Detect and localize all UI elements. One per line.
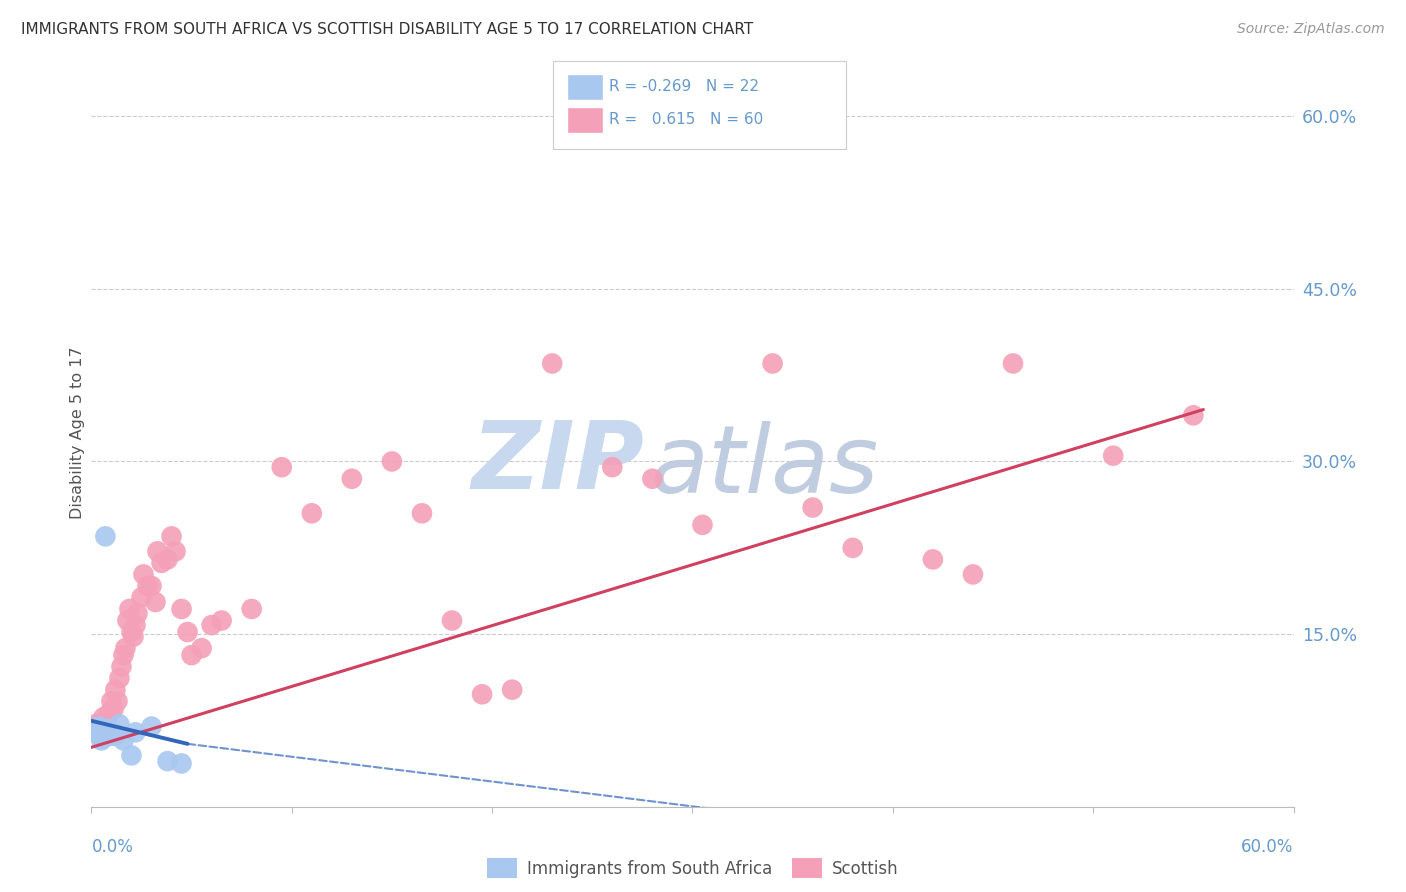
- Point: [94, 529, 117, 543]
- Point: [84, 725, 107, 739]
- Text: ZIP: ZIP: [471, 417, 644, 508]
- Y-axis label: Disability Age 5 to 17: Disability Age 5 to 17: [70, 346, 84, 519]
- Point: [180, 648, 202, 662]
- Point: [146, 544, 169, 558]
- Point: [93, 731, 115, 745]
- Point: [156, 552, 179, 566]
- Point: [211, 614, 233, 628]
- Text: R = -0.269   N = 22: R = -0.269 N = 22: [609, 79, 759, 95]
- Point: [93, 710, 115, 724]
- Point: [104, 729, 127, 743]
- Point: [118, 602, 141, 616]
- Point: [110, 659, 132, 673]
- Point: [145, 595, 167, 609]
- Point: [112, 733, 135, 747]
- Point: [90, 733, 112, 747]
- Point: [86, 722, 108, 736]
- Point: [90, 726, 112, 740]
- Point: [381, 454, 404, 468]
- Text: Source: ZipAtlas.com: Source: ZipAtlas.com: [1237, 22, 1385, 37]
- Point: [90, 717, 112, 731]
- Point: [121, 748, 143, 763]
- Point: [108, 717, 131, 731]
- Point: [471, 687, 494, 701]
- Point: [89, 720, 111, 734]
- Text: R =   0.615   N = 60: R = 0.615 N = 60: [609, 112, 763, 127]
- Point: [170, 756, 193, 771]
- Point: [962, 567, 984, 582]
- Point: [841, 541, 863, 555]
- Point: [270, 460, 292, 475]
- Point: [94, 725, 117, 739]
- Point: [176, 625, 198, 640]
- Point: [108, 671, 131, 685]
- Point: [122, 630, 145, 644]
- Point: [94, 722, 117, 736]
- Point: [98, 729, 121, 743]
- Point: [141, 579, 163, 593]
- Point: [141, 720, 163, 734]
- Point: [124, 618, 146, 632]
- Point: [801, 500, 824, 515]
- Point: [1102, 449, 1125, 463]
- Text: atlas: atlas: [651, 421, 879, 512]
- Point: [170, 602, 193, 616]
- Point: [411, 506, 433, 520]
- Point: [541, 356, 564, 370]
- Point: [121, 625, 143, 640]
- Point: [103, 702, 125, 716]
- Point: [89, 729, 111, 743]
- Point: [104, 682, 127, 697]
- Point: [89, 729, 111, 743]
- Point: [692, 517, 714, 532]
- Point: [100, 729, 122, 743]
- Point: [165, 544, 187, 558]
- Point: [240, 602, 263, 616]
- Point: [84, 717, 107, 731]
- Point: [762, 356, 785, 370]
- Point: [602, 460, 624, 475]
- Point: [96, 722, 118, 736]
- Point: [301, 506, 323, 520]
- Point: [201, 618, 224, 632]
- Point: [501, 682, 523, 697]
- Point: [136, 579, 159, 593]
- Point: [190, 641, 212, 656]
- Legend: Immigrants from South Africa, Scottish: Immigrants from South Africa, Scottish: [479, 852, 905, 885]
- Text: 60.0%: 60.0%: [1241, 838, 1294, 856]
- Point: [117, 614, 139, 628]
- Point: [160, 529, 183, 543]
- Point: [100, 694, 122, 708]
- Text: IMMIGRANTS FROM SOUTH AFRICA VS SCOTTISH DISABILITY AGE 5 TO 17 CORRELATION CHAR: IMMIGRANTS FROM SOUTH AFRICA VS SCOTTISH…: [21, 22, 754, 37]
- Point: [132, 567, 155, 582]
- Text: 0.0%: 0.0%: [91, 838, 134, 856]
- Point: [107, 694, 129, 708]
- Point: [340, 472, 363, 486]
- Point: [922, 552, 945, 566]
- Point: [156, 754, 179, 768]
- Point: [103, 725, 125, 739]
- Point: [131, 591, 153, 605]
- Point: [150, 556, 173, 570]
- Point: [1001, 356, 1024, 370]
- Point: [93, 725, 115, 739]
- Point: [440, 614, 463, 628]
- Point: [124, 725, 146, 739]
- Point: [641, 472, 664, 486]
- Point: [86, 722, 108, 736]
- Point: [82, 722, 104, 736]
- Point: [1182, 409, 1205, 423]
- Point: [112, 648, 135, 662]
- Point: [96, 710, 118, 724]
- Point: [98, 706, 121, 720]
- Point: [114, 641, 136, 656]
- Point: [127, 607, 149, 621]
